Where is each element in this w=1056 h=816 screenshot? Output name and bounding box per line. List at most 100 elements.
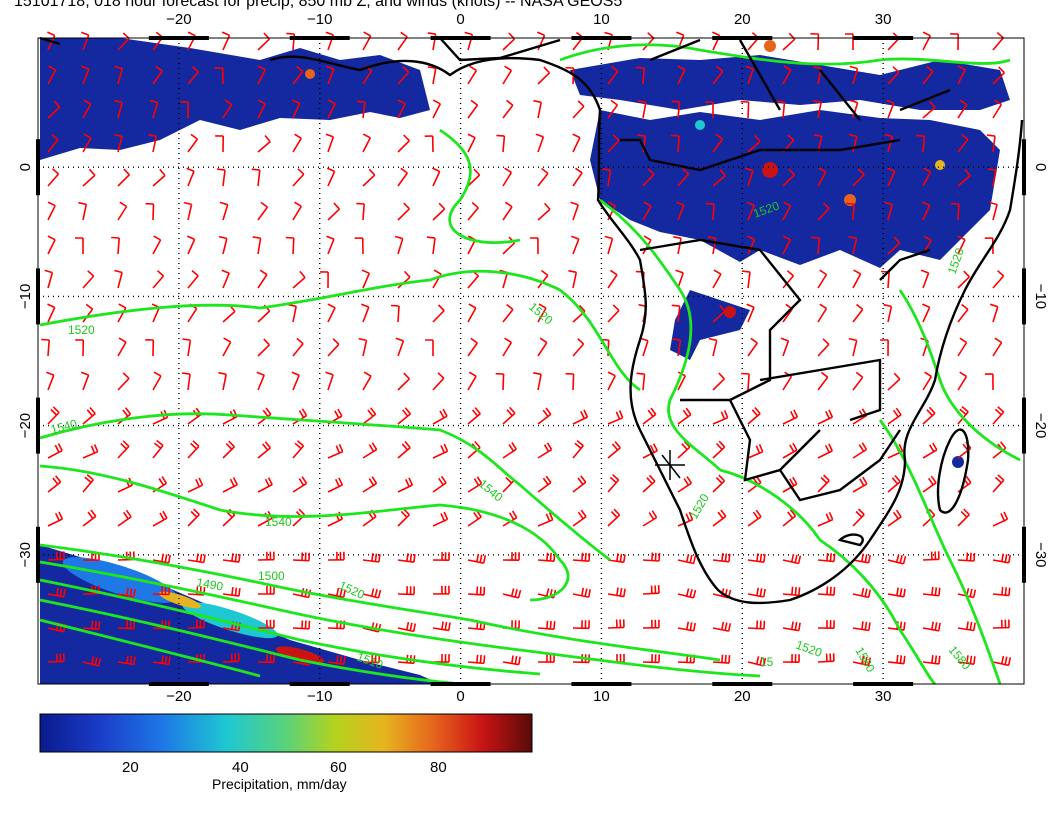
wind-barb: [887, 654, 906, 665]
wind-barb: [325, 31, 335, 51]
wind-barb: [572, 439, 584, 459]
wind-barb: [117, 407, 132, 425]
wind-barb: [327, 620, 346, 630]
wind-barb: [117, 551, 135, 561]
wind-barb: [432, 167, 441, 187]
wind-barb: [673, 236, 682, 255]
wind-barb: [712, 654, 731, 664]
wind-barb: [852, 621, 871, 632]
map-title: 15101718, 018 hour forecast for precip, …: [14, 0, 623, 10]
wind-barb: [677, 621, 696, 632]
wind-barb: [747, 509, 762, 527]
wind-barb: [187, 553, 206, 564]
wind-barb: [82, 585, 100, 595]
wind-barb: [495, 372, 505, 391]
wind-barb: [782, 168, 795, 187]
wind-barb: [362, 442, 378, 459]
wind-barb: [957, 270, 970, 289]
wind-barb: [642, 654, 660, 664]
wind-barb: [467, 133, 476, 153]
lat-tick-label-right: −30: [1032, 542, 1049, 567]
wind-barb: [817, 511, 834, 527]
wind-barb: [992, 474, 1005, 493]
wind-barb: [677, 440, 691, 459]
wind-barb: [467, 407, 481, 425]
lon-tick-label-bottom: 10: [593, 688, 610, 705]
wind-barb: [887, 474, 901, 493]
wind-barb: [984, 373, 994, 391]
wind-barb: [537, 167, 549, 187]
wind-barb: [285, 236, 295, 255]
lon-tick-label-bottom: 20: [734, 688, 751, 705]
wind-barb: [677, 407, 692, 425]
lat-tick-label-left: −30: [17, 542, 34, 567]
wind-barb: [496, 134, 506, 153]
wind-barb: [922, 31, 932, 51]
wind-barb: [426, 236, 436, 255]
wind-barb: [537, 303, 547, 323]
wind-barb: [327, 551, 345, 561]
wind-barb: [852, 553, 871, 564]
wind-barb: [216, 168, 226, 187]
wind-barb: [292, 408, 308, 425]
wind-barb: [114, 133, 123, 153]
wind-barb: [152, 510, 168, 527]
wind-barb: [47, 168, 60, 187]
precip-sahel: [570, 55, 1010, 110]
wind-barb: [222, 621, 241, 632]
wind-barb: [607, 65, 619, 85]
wind-barb: [47, 201, 56, 221]
wind-barb: [397, 586, 415, 596]
wind-barb: [361, 303, 370, 323]
wind-barb: [152, 168, 166, 187]
wind-barb: [845, 202, 855, 221]
lat-tick-label-right: −10: [1032, 284, 1049, 309]
wind-barb: [47, 622, 67, 633]
contour-label: 1540: [49, 416, 79, 437]
wind-barb: [111, 236, 120, 255]
wind-barb: [642, 510, 658, 527]
wind-barb: [848, 235, 858, 255]
wind-barb: [607, 619, 625, 629]
wind-barb: [607, 304, 620, 323]
wind-barb: [920, 269, 930, 289]
wind-barb: [432, 372, 445, 391]
wind-barb: [537, 442, 553, 459]
wind-barb: [152, 371, 162, 391]
wind-barb: [572, 475, 587, 493]
contour-label: 1490: [195, 575, 224, 593]
wind-barb: [712, 372, 725, 391]
wind-barb: [712, 553, 731, 563]
wind-barb: [572, 587, 591, 598]
wind-barb: [78, 201, 88, 221]
wind-barb: [502, 337, 513, 357]
wind-barb: [642, 474, 656, 493]
wind-barb: [642, 32, 655, 51]
wind-barb: [745, 65, 754, 85]
wind-barb: [886, 99, 895, 119]
precip-west-africa: [40, 38, 430, 160]
wind-barb: [922, 100, 936, 119]
coastlines-borders: [39, 36, 1024, 605]
wind-barb: [852, 508, 865, 527]
wind-barb: [992, 553, 1011, 564]
wind-barb: [852, 655, 872, 667]
location-marker: [655, 450, 685, 480]
wind-barb: [747, 406, 761, 425]
wind-barb: [712, 31, 721, 51]
wind-barb: [117, 509, 132, 527]
wind-barb: [607, 587, 626, 598]
lat-tick-label-left: 0: [17, 163, 34, 171]
wind-barb: [845, 33, 854, 50]
wind-barb: [80, 371, 90, 391]
wind-barb: [572, 100, 585, 119]
wind-barb: [677, 654, 696, 664]
lat-tick-label-left: −10: [17, 284, 34, 309]
wind-barb: [41, 338, 50, 357]
wind-barb: [642, 407, 657, 425]
wind-barb: [47, 443, 63, 459]
wind-barb: [502, 65, 513, 85]
wind-barb: [182, 338, 192, 357]
wind-barb: [187, 133, 199, 153]
